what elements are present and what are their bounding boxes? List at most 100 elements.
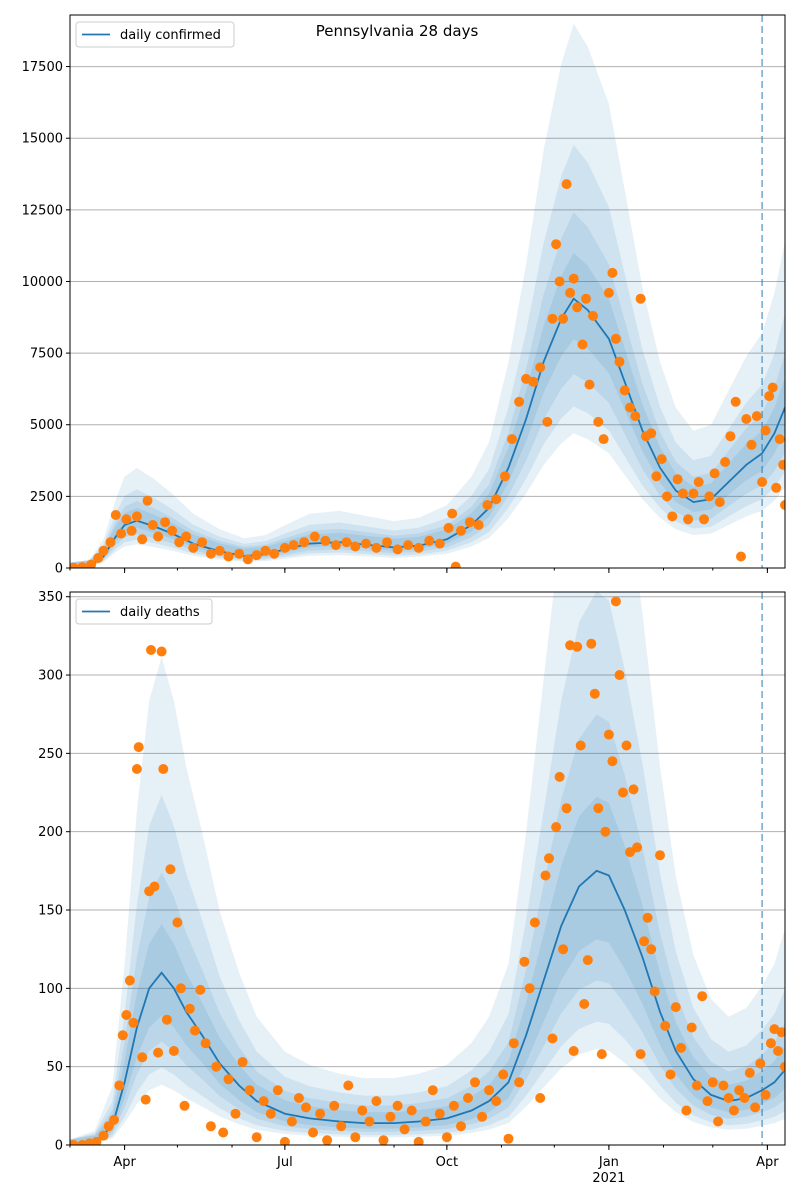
data-point <box>385 1111 396 1122</box>
data-point <box>514 396 525 407</box>
y-tick-label: 0 <box>55 1139 63 1154</box>
data-point <box>575 740 586 751</box>
data-point <box>760 425 771 436</box>
data-point <box>547 313 558 324</box>
data-point <box>582 955 593 966</box>
data-point <box>443 522 454 533</box>
data-point <box>218 1127 229 1138</box>
data-point <box>554 276 565 287</box>
data-point <box>558 944 569 955</box>
data-point <box>86 559 97 568</box>
data-point <box>350 1132 361 1143</box>
data-point <box>156 646 167 657</box>
data-point <box>596 1049 607 1060</box>
data-point <box>378 1135 389 1145</box>
data-point <box>447 508 458 519</box>
data-point <box>683 514 694 525</box>
data-point <box>279 1136 290 1145</box>
data-point <box>568 1046 579 1056</box>
data-point <box>131 764 142 774</box>
data-point <box>309 531 320 542</box>
data-point <box>371 542 382 553</box>
data-point <box>105 537 116 548</box>
data-point <box>702 1096 713 1107</box>
data-point <box>568 273 579 284</box>
data-point <box>336 1121 347 1132</box>
plot-area <box>70 592 785 1145</box>
data-point <box>610 333 621 344</box>
data-point <box>660 1020 671 1031</box>
data-point <box>299 537 310 548</box>
axes-frame <box>69 14 786 569</box>
data-point <box>427 1085 438 1096</box>
y-tick-label: 15000 <box>22 132 63 147</box>
data-point <box>126 525 137 536</box>
y-tick-label: 0 <box>55 562 63 577</box>
x-tick-label: Apr <box>756 1155 779 1170</box>
data-point <box>635 293 646 304</box>
deaths-panel: 0 50 100 150 200 250 300 350 Apr Jul Oct Jan Apr 2021… <box>38 590 786 1186</box>
data-point <box>258 1096 269 1107</box>
data-point <box>128 1017 139 1028</box>
data-point <box>524 983 535 994</box>
data-point <box>399 1124 410 1135</box>
data-point <box>718 1080 729 1091</box>
uncertainty-band-0 <box>70 23 785 568</box>
data-point <box>133 742 144 753</box>
data-point <box>184 1003 195 1014</box>
data-point <box>709 468 720 479</box>
data-point <box>625 402 635 413</box>
data-point <box>725 431 736 442</box>
data-point <box>121 1010 132 1020</box>
x-tick-label: Apr <box>113 1155 136 1170</box>
data-point <box>161 1014 172 1025</box>
data-point <box>780 500 785 510</box>
data-point <box>507 434 517 445</box>
data-point <box>503 1133 514 1144</box>
y-tick-label: 2500 <box>30 490 63 505</box>
data-point <box>751 411 762 422</box>
data-point <box>360 538 371 549</box>
data-point <box>406 1105 417 1116</box>
data-point <box>607 756 618 767</box>
data-point <box>463 1093 473 1103</box>
data-point <box>137 1052 148 1063</box>
data-point <box>755 1058 766 1069</box>
data-point <box>269 548 280 559</box>
data-point <box>707 1077 718 1088</box>
data-point <box>572 641 583 652</box>
chart-title: Pennsylvania 28 days <box>316 22 479 40</box>
data-point <box>470 1077 480 1088</box>
data-point <box>498 1069 509 1080</box>
data-point <box>116 528 127 539</box>
data-point <box>628 784 639 795</box>
data-point <box>713 1116 724 1127</box>
data-point <box>581 293 591 304</box>
data-point <box>693 477 704 487</box>
data-point <box>265 1108 276 1119</box>
x-tick-label: Oct <box>436 1155 458 1170</box>
data-point <box>584 379 595 390</box>
data-point <box>441 1132 452 1143</box>
data-point <box>200 1038 211 1049</box>
legend-box <box>75 21 235 48</box>
data-point <box>260 545 271 556</box>
data-point <box>330 540 341 551</box>
data-point <box>146 645 156 655</box>
data-point <box>142 495 153 506</box>
data-point <box>456 525 466 536</box>
data-point <box>519 956 530 967</box>
data-point <box>279 542 290 553</box>
data-point <box>535 1093 546 1103</box>
y-tick-label: 10000 <box>22 275 63 290</box>
data-point <box>771 482 782 493</box>
plot-area <box>70 15 785 568</box>
data-point <box>137 534 148 545</box>
uncertainty-band-1 <box>70 145 785 568</box>
data-point <box>117 1030 128 1041</box>
median-line <box>70 869 785 1145</box>
data-point <box>251 550 262 561</box>
data-point <box>697 991 708 1002</box>
data-point <box>434 1108 445 1119</box>
